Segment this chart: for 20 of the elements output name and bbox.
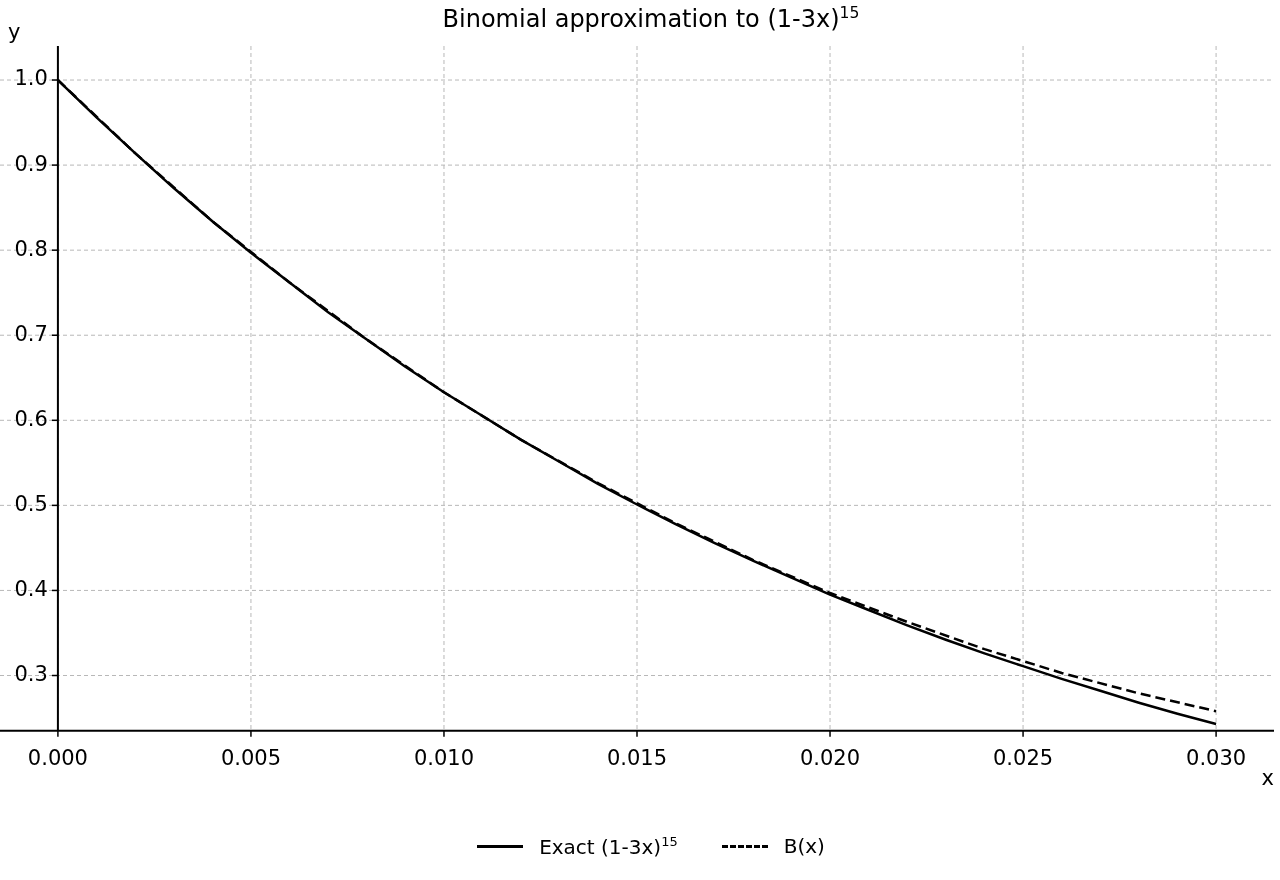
x-tick-label: 0.005 xyxy=(220,745,281,770)
x-axis-title: x xyxy=(1261,765,1274,790)
y-tick-label: 0.9 xyxy=(14,151,48,176)
legend-label: Exact (1-3x)$^{15}$ xyxy=(539,834,678,859)
y-tick-label: 0.8 xyxy=(14,236,48,261)
y-tick-label: 0.5 xyxy=(14,491,48,516)
y-tick-label: 0.6 xyxy=(14,406,48,431)
x-tick-label: 0.015 xyxy=(606,745,668,770)
y-tick-label: 0.3 xyxy=(14,661,48,686)
y-tick-label: 1.0 xyxy=(14,66,48,91)
x-tick-label: 0.025 xyxy=(993,745,1054,770)
y-axis-title: y xyxy=(8,19,21,44)
x-tick-label: 0.010 xyxy=(413,745,475,770)
y-tick-label: 0.7 xyxy=(14,321,48,346)
x-tick-label: 0.030 xyxy=(1186,745,1247,770)
x-tick-label: 0.000 xyxy=(27,745,88,770)
x-tick-label: 0.020 xyxy=(799,745,861,770)
legend-label: B(x) xyxy=(783,834,825,859)
chart-title: Binomial approximation to (1-3x)$^{15}$ xyxy=(442,4,860,33)
y-tick-label: 0.4 xyxy=(14,576,48,601)
